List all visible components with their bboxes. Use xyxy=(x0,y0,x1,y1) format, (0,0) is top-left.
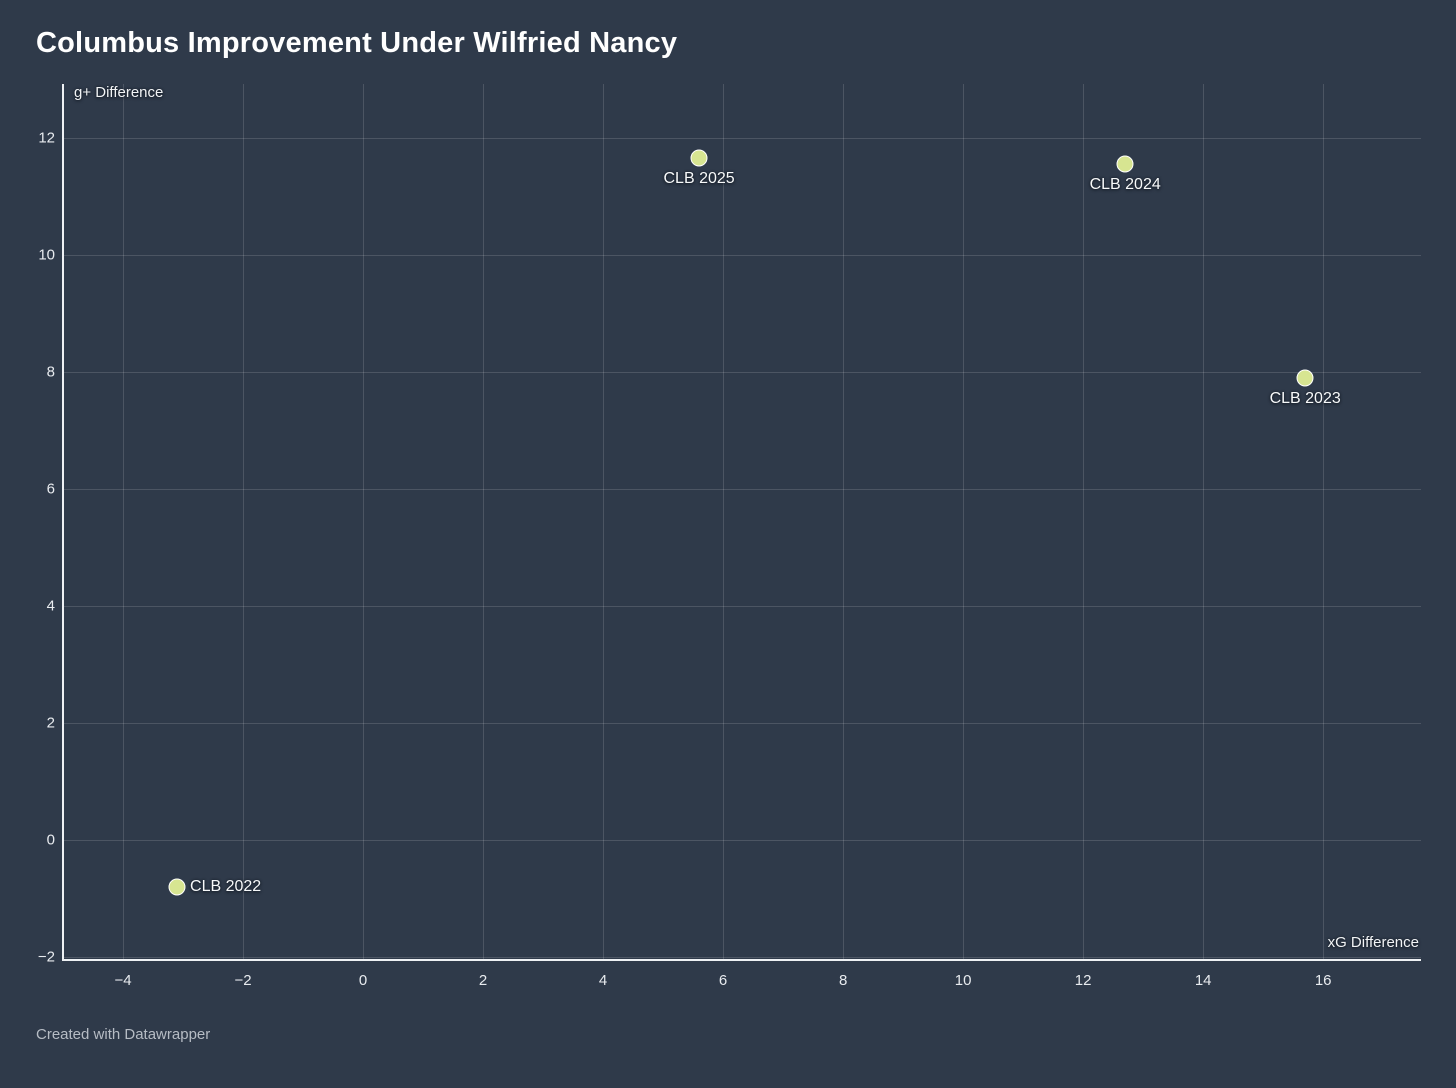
gridline-x-6 xyxy=(723,84,725,960)
y-tick-label-8: 8 xyxy=(46,363,55,381)
data-point-label-clb-2023: CLB 2023 xyxy=(1269,389,1341,407)
x-tick-label--4: −4 xyxy=(114,972,132,989)
x-tick-label-8: 8 xyxy=(838,972,848,989)
y-tick-label-6: 6 xyxy=(46,480,55,498)
y-tick-label-4: 4 xyxy=(46,597,55,615)
gridline-x-2 xyxy=(483,84,485,960)
gridline-x--2 xyxy=(243,84,245,960)
y-axis-line xyxy=(62,84,64,961)
y-tick-label-10: 10 xyxy=(38,246,55,264)
gridline-y-12 xyxy=(63,137,1421,139)
data-point-label-clb-2022: CLB 2022 xyxy=(190,877,262,895)
plot-area: g+ Difference xG Difference CLB 2022 CLB … xyxy=(62,84,1421,961)
chart-title: Columbus Improvement Under Wilfried Nanc… xyxy=(36,27,678,59)
gridline-x-8 xyxy=(843,84,845,960)
x-tick-label--2: −2 xyxy=(234,972,252,989)
y-tick-label-0: 0 xyxy=(46,831,55,849)
y-axis-label: g+ Difference xyxy=(74,84,164,101)
x-tick-label-12: 12 xyxy=(1074,972,1092,989)
x-tick-label-16: 16 xyxy=(1314,972,1332,989)
gridline-x--4 xyxy=(123,84,124,960)
x-axis-line xyxy=(62,959,1421,961)
x-tick-label-4: 4 xyxy=(598,972,608,989)
data-point-clb-2022 xyxy=(168,878,186,896)
gridline-y-4 xyxy=(63,605,1421,607)
gridline-x-4 xyxy=(603,84,605,960)
gridline-y--2 xyxy=(63,957,1421,959)
x-axis-label: xG Difference xyxy=(1327,934,1419,951)
datawrapper-credit: Created with Datawrapper xyxy=(36,1026,211,1043)
gridline-y-6 xyxy=(63,488,1421,490)
x-tick-label-14: 14 xyxy=(1194,972,1212,989)
gridline-y-10 xyxy=(63,254,1421,256)
gridline-x-12 xyxy=(1083,84,1085,960)
gridline-y-0 xyxy=(63,840,1421,842)
gridline-x-16 xyxy=(1323,84,1325,960)
y-tick-label-2: 2 xyxy=(46,714,55,732)
x-tick-label-2: 2 xyxy=(478,972,488,989)
data-point-clb-2024 xyxy=(1116,155,1134,173)
gridline-y-2 xyxy=(63,723,1421,724)
data-point-label-clb-2025: CLB 2025 xyxy=(663,170,735,188)
gridline-x-0 xyxy=(363,84,365,960)
x-tick-label-10: 10 xyxy=(954,972,972,989)
data-point-label-clb-2024: CLB 2024 xyxy=(1089,176,1161,194)
data-point-clb-2023 xyxy=(1296,369,1314,387)
y-tick-label--2: −2 xyxy=(37,948,55,966)
x-tick-label-6: 6 xyxy=(718,972,728,989)
data-point-clb-2025 xyxy=(690,149,708,167)
gridline-y-8 xyxy=(63,371,1421,373)
gridline-x-10 xyxy=(963,84,965,960)
y-tick-label-12: 12 xyxy=(38,129,55,147)
gridline-x-14 xyxy=(1203,84,1205,960)
x-tick-label-0: 0 xyxy=(358,972,368,989)
